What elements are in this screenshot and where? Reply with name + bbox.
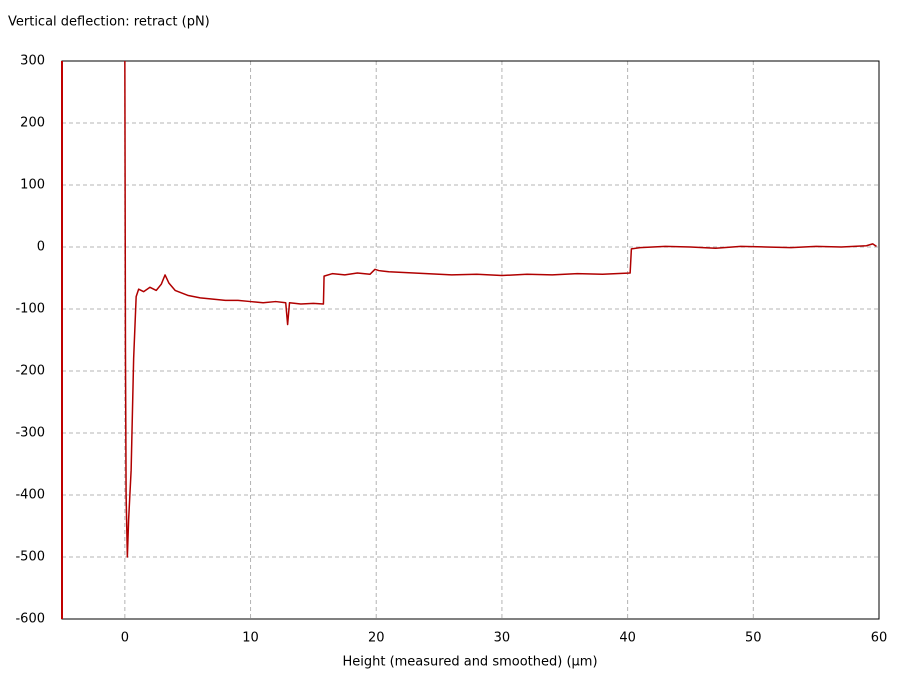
x-tick-label: 0 <box>121 631 129 646</box>
tick-labels: -600 -500 -400 -300 -200 -100 0 100 200 300 0 10 20 3… <box>15 54 887 646</box>
data-line <box>124 60 877 558</box>
y-tick-label: 200 <box>20 116 45 131</box>
y-tick-label: 300 <box>20 54 45 69</box>
x-tick-label: 50 <box>745 631 762 646</box>
x-axis-label: Height (measured and smoothed) (µm) <box>342 655 597 670</box>
grid <box>62 60 880 620</box>
x-tick-label: 40 <box>619 631 636 646</box>
y-tick-label: -200 <box>15 364 45 379</box>
plot-frame <box>61 60 880 620</box>
y-tick-label: 100 <box>20 178 45 193</box>
x-tick-label: 10 <box>242 631 259 646</box>
x-tick-label: 60 <box>871 631 888 646</box>
y-tick-label: -600 <box>15 612 45 627</box>
chart-title: Vertical deflection: retract (pN) <box>8 15 210 30</box>
y-tick-label: -100 <box>15 302 45 317</box>
x-tick-label: 30 <box>494 631 511 646</box>
y-tick-label: -300 <box>15 426 45 441</box>
y-tick-label: 0 <box>37 240 45 255</box>
x-tick-label: 20 <box>368 631 385 646</box>
y-tick-label: -500 <box>15 550 45 565</box>
y-tick-label: -400 <box>15 488 45 503</box>
plot-area <box>124 60 877 558</box>
